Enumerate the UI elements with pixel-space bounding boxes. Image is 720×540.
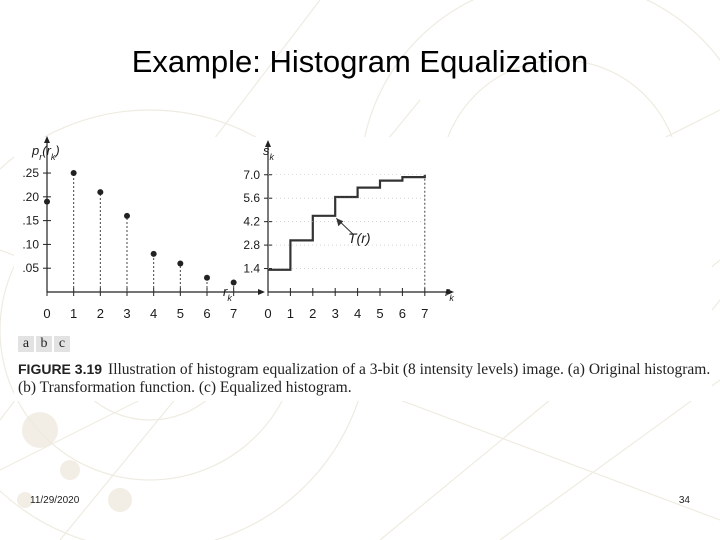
panel-label-c: c <box>54 336 70 352</box>
histogram-x-label: rk <box>223 284 232 303</box>
b-y-tick-label: 1.4 <box>243 262 260 276</box>
a-data-point <box>124 212 130 219</box>
histogram-marks <box>44 170 237 292</box>
slide-title: Example: Histogram Equalization <box>131 44 589 79</box>
a-x-tick-label: 4 <box>150 306 157 321</box>
figure-caption-text: Illustration of histogram equalization o… <box>18 361 711 396</box>
a-y-tick-label: .20 <box>22 190 39 204</box>
a-y-tick-label: .10 <box>22 237 39 251</box>
b-x-tick-label: 7 <box>421 306 428 321</box>
transformation-marks <box>268 174 426 292</box>
b-x-tick-label: 6 <box>399 306 406 321</box>
figure-caption: FIGURE 3.19 Illustration of histogram equ… <box>18 360 712 397</box>
transformation-chart: 0 1 2 3 4 5 6 7 7.0 5.6 4.2 2.8 1.4 sk rk T(r) <box>243 140 454 321</box>
a-y-tick-label: .15 <box>22 214 39 228</box>
b-y-axis-arrow <box>265 140 271 147</box>
figure-caption-label: FIGURE 3.19 <box>18 361 103 377</box>
a-x-tick-label: 3 <box>123 306 130 321</box>
a-data-point <box>70 170 77 177</box>
histogram-chart: 0 1 2 3 4 5 6 7 .25 .20 .15 .10 .05 pr(rk) rk <box>22 136 265 321</box>
a-data-point <box>97 189 104 196</box>
b-x-tick-label: 3 <box>332 306 339 321</box>
a-data-point <box>204 274 210 281</box>
b-y-tick-label: 4.2 <box>243 215 260 229</box>
b-x-tick-label: 4 <box>354 306 361 321</box>
a-y-tick-label: .25 <box>22 166 39 180</box>
a-data-point <box>150 250 157 257</box>
a-y-axis-arrow <box>44 136 50 143</box>
a-data-point <box>230 279 237 286</box>
b-x-tick-label: 0 <box>264 306 271 321</box>
transformation-y-label: sk <box>263 143 275 162</box>
panel-labels: a b c <box>18 336 70 352</box>
b-y-tick-label: 7.0 <box>243 168 260 182</box>
a-x-axis-arrow <box>258 289 265 295</box>
b-y-tick-label: 2.8 <box>243 238 260 252</box>
transformation-curve-label: T(r) <box>348 230 371 246</box>
figure-panel <box>14 137 712 401</box>
b-y-tick-label: 5.6 <box>243 191 260 205</box>
b-x-tick-label: 5 <box>376 306 383 321</box>
a-y-tick-label: .05 <box>22 261 39 275</box>
footer-page-number: 34 <box>678 495 690 506</box>
a-x-tick-label: 7 <box>230 306 237 321</box>
b-annotation-arrowhead <box>336 218 344 227</box>
b-x-axis-arrow <box>447 289 454 295</box>
a-x-tick-label: 5 <box>177 306 184 321</box>
a-x-tick-label: 6 <box>203 306 210 321</box>
a-data-point <box>44 198 50 205</box>
histogram-axes: 0 1 2 3 4 5 6 7 .25 .20 .15 .10 .05 <box>22 136 265 321</box>
footer-date: 11/29/2020 <box>30 495 80 506</box>
panel-label-b: b <box>36 336 52 352</box>
a-x-tick-label: 1 <box>70 306 77 321</box>
a-x-tick-label: 0 <box>43 306 50 321</box>
b-step-line <box>268 174 426 271</box>
a-x-tick-label: 2 <box>97 306 104 321</box>
histogram-y-label: pr(rk) <box>31 143 60 162</box>
transformation-x-label: rk <box>445 284 454 303</box>
transformation-axes: 0 1 2 3 4 5 6 7 7.0 5.6 4.2 2.8 1.4 <box>243 140 454 321</box>
b-x-tick-label: 1 <box>287 306 294 321</box>
a-data-point <box>177 260 184 267</box>
b-x-tick-label: 2 <box>309 306 316 321</box>
panel-label-a: a <box>18 336 34 352</box>
